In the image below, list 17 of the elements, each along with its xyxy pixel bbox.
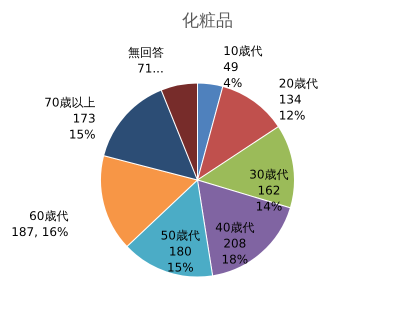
data-label: 49 4%	[223, 60, 242, 90]
data-label: 180 15%	[166, 244, 194, 274]
slice-label: 無回答	[128, 45, 164, 60]
data-label: 187, 16%	[11, 225, 68, 240]
chart-title: 化粧品	[182, 11, 233, 31]
data-label: 208 18%	[221, 236, 248, 267]
data-label: 134 12%	[278, 92, 306, 123]
data-label: 162 14%	[256, 184, 282, 214]
slice-label: 40歳代	[215, 220, 254, 235]
slice-label: 50歳代	[160, 228, 200, 242]
slice-label: 30歳代	[249, 168, 289, 182]
slice-label: 60歳代	[29, 209, 68, 224]
data-label: 71...	[137, 61, 164, 76]
data-label: 173 15%	[68, 112, 96, 142]
slice-label: 70歳以上	[44, 96, 96, 110]
slice-label: 10歳代	[223, 44, 263, 58]
slice-label: 20歳代	[278, 76, 318, 91]
